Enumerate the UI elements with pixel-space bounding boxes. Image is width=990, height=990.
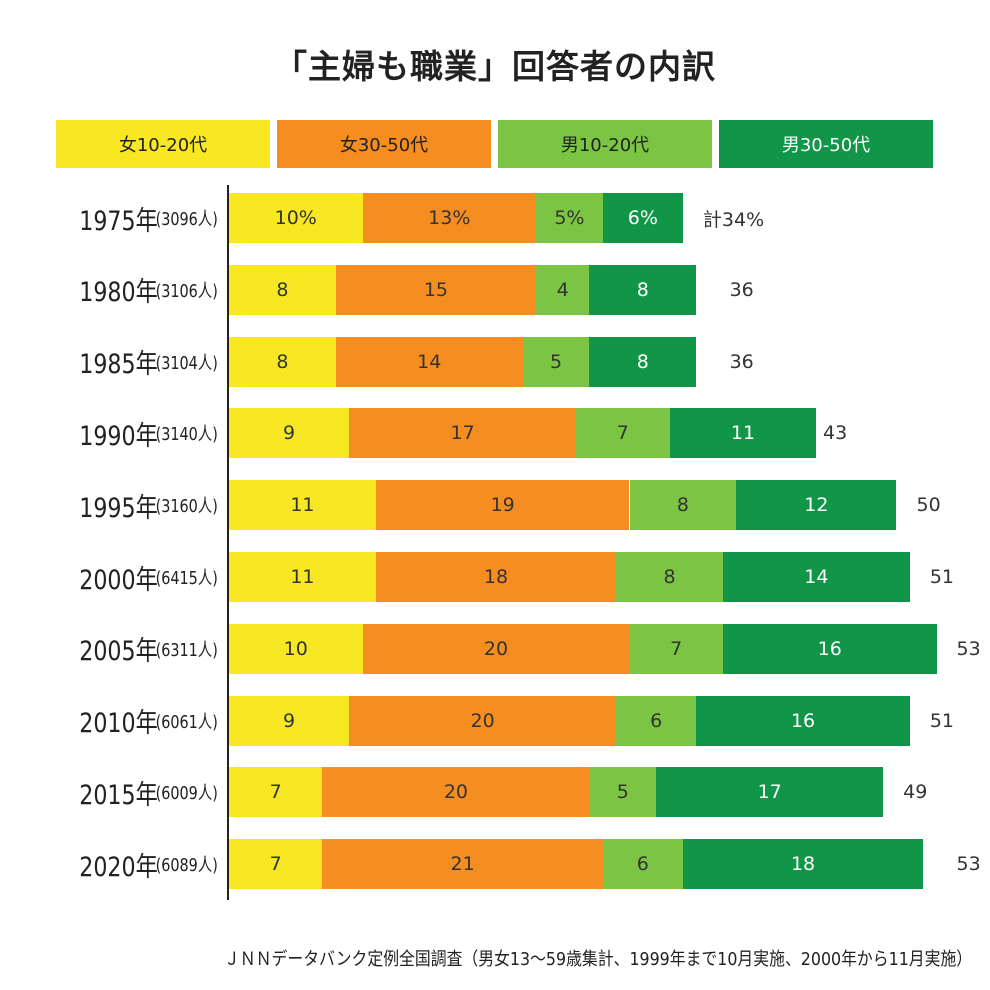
bar-segment: 11 [669, 408, 817, 459]
legend-label: 男10-20代 [560, 135, 650, 156]
total-label: 49 [903, 781, 928, 804]
bar-segment: 17 [656, 767, 884, 818]
year-label: 1975年 [79, 205, 159, 237]
row-label: 2005年 (6311人) [20, 624, 218, 674]
bar-segment: 4 [536, 264, 590, 315]
count-label: (3140人) [155, 424, 218, 446]
year-label: 1995年 [79, 492, 159, 524]
row-label: 2010年 (6061人) [20, 696, 218, 746]
bar-segment: 5 [589, 767, 657, 818]
row-label: 1975年 (3096人) [20, 193, 218, 243]
bar-segment: 21 [322, 839, 603, 890]
bar-segment: 8 [589, 264, 697, 315]
count-label: (3104人) [155, 352, 218, 374]
total-label: 53 [956, 637, 981, 660]
legend-label: 男30-50代 [781, 135, 871, 156]
count-label: (6311人) [155, 639, 218, 661]
total-label: 36 [729, 350, 754, 373]
row-label: 1985年 (3104人) [20, 337, 218, 387]
bar-segment: 7 [229, 839, 323, 890]
legend-label: 女30-50代 [339, 135, 429, 156]
count-label: (6415人) [155, 568, 218, 589]
row-label: 1995年 (3160人) [20, 480, 218, 530]
bar-segment: 8 [616, 552, 723, 602]
bar-segment: 19 [375, 480, 630, 531]
bar-segment: 7 [629, 623, 723, 674]
bar-segment: 18 [375, 552, 617, 602]
chart-title: 「主婦も職業」回答者の内訳 [274, 47, 716, 86]
count-label: (3106人) [155, 280, 218, 302]
year-label: 2000年 [79, 564, 159, 596]
bar-segment: 11 [229, 480, 376, 531]
total-label: 43 [823, 422, 848, 445]
bar-segment: 16 [722, 623, 937, 674]
bar-segment: 6% [602, 193, 683, 243]
year-label: 2005年 [79, 636, 159, 668]
total-label: 50 [916, 494, 941, 517]
bar-segment: 13% [362, 193, 537, 243]
row-label: 1980年 (3106人) [20, 265, 218, 315]
total-label: 36 [729, 278, 754, 301]
bar-segment: 16 [696, 695, 910, 746]
total-label: 計34% [702, 208, 765, 231]
bar-segment: 9 [229, 408, 350, 459]
legend-male-30-50: 男30-50代 [719, 120, 933, 168]
legend-label: 女10-20代 [118, 135, 208, 156]
bar-segment: 5 [522, 336, 590, 387]
footnote: ＪＮＮデータバンク定例全国調査（男女13～59歳集計、1999年まで10月実施、… [223, 949, 972, 970]
bar-segment: 15 [335, 264, 537, 315]
count-label: (6009人) [155, 783, 218, 805]
row-label: 2015年 (6009人) [20, 767, 218, 817]
bar-segment: 12 [736, 480, 897, 531]
count-label: (6061人) [155, 711, 218, 733]
bar-segment: 17 [349, 408, 577, 459]
legend-female-30-50: 女30-50代 [277, 120, 491, 168]
bar-segment: 11 [229, 552, 376, 602]
bar-segment: 20 [349, 695, 617, 746]
bar-segment: 18 [682, 839, 924, 890]
year-label: 1990年 [79, 420, 159, 452]
row-label: 2020年 (6089人) [20, 839, 218, 889]
count-label: (3096人) [155, 209, 218, 230]
bar-segment: 10% [229, 193, 363, 243]
total-label: 51 [929, 566, 955, 588]
bar-segment: 7 [229, 767, 323, 818]
legend-male-10-20: 男10-20代 [498, 120, 712, 168]
bar-segment: 20 [322, 767, 590, 818]
bar-segment: 6 [602, 839, 683, 890]
bar-segment: 5% [536, 193, 603, 243]
bar-segment: 8 [629, 480, 737, 531]
bar-segment: 20 [362, 623, 630, 674]
legend-female-10-20: 女10-20代 [56, 120, 270, 168]
bar-segment: 8 [229, 264, 336, 315]
bar-segment: 9 [229, 695, 350, 746]
row-label: 1990年 (3140人) [20, 408, 218, 458]
bar-segment: 14 [335, 336, 523, 387]
bar-segment: 14 [722, 552, 910, 602]
y-axis-line [227, 185, 229, 900]
year-label: 1985年 [79, 349, 159, 381]
year-label: 1980年 [79, 277, 159, 309]
row-label: 2000年 (6415人) [20, 552, 218, 602]
year-label: 2020年 [79, 851, 159, 883]
total-label: 51 [929, 709, 955, 732]
count-label: (3160人) [155, 496, 218, 518]
bar-segment: 6 [616, 695, 697, 746]
total-label: 53 [956, 853, 981, 876]
bar-segment: 10 [229, 623, 363, 674]
bar-segment: 8 [589, 336, 697, 387]
year-label: 2010年 [79, 708, 159, 740]
bar-segment: 7 [576, 408, 670, 459]
year-label: 2015年 [79, 779, 159, 811]
bar-segment: 8 [229, 336, 336, 387]
count-label: (6089人) [155, 855, 218, 877]
